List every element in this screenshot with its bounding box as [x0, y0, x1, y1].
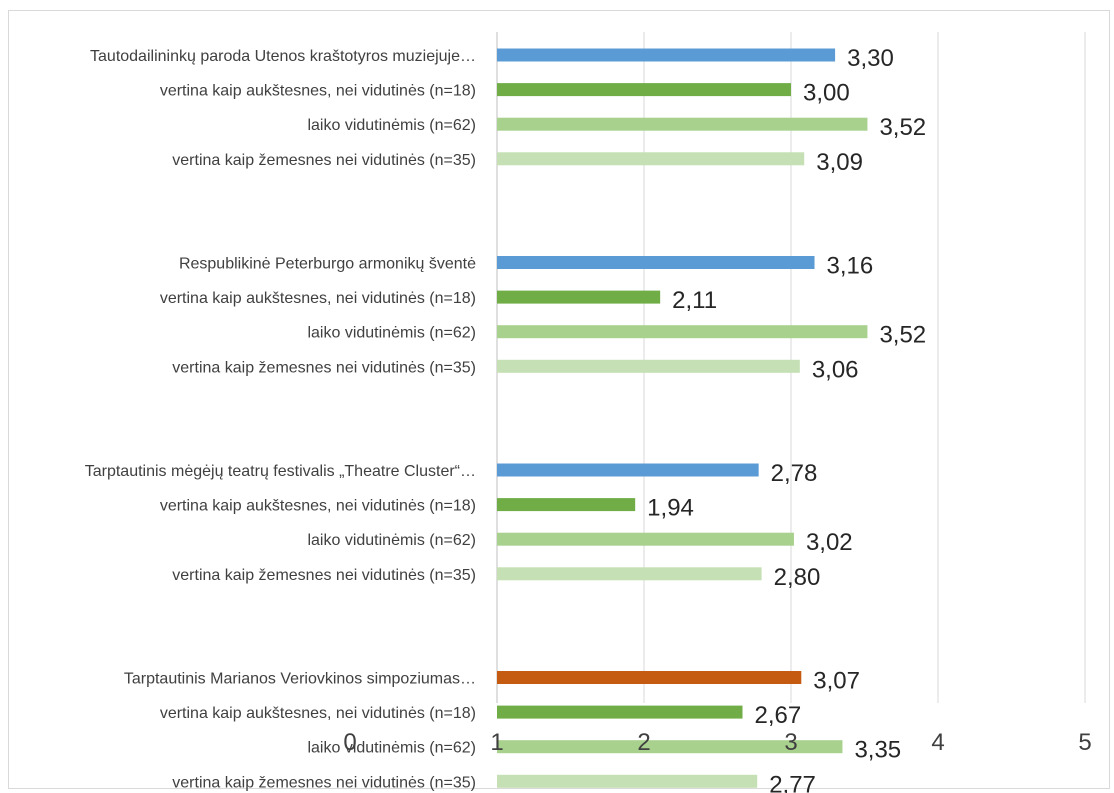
category-label: vertina kaip žemesnes nei vidutinės (n=3… — [172, 152, 476, 169]
bar-lower — [497, 359, 800, 373]
category-label: Tautodailininkų paroda Utenos kraštotyro… — [90, 48, 476, 65]
data-label: 3,06 — [812, 356, 859, 383]
chart-frame — [8, 10, 1110, 789]
x-tick-label: 3 — [784, 729, 797, 756]
category-label: Tarptautinis mėgėjų teatrų festivalis „T… — [85, 463, 476, 480]
bar-average — [497, 532, 794, 546]
data-label: 3,16 — [827, 253, 874, 280]
category-label: vertina kaip žemesnes nei vidutinės (n=3… — [172, 774, 476, 791]
bar-average — [497, 117, 868, 131]
x-tick-label: 2 — [637, 729, 650, 756]
data-label: 3,52 — [879, 114, 926, 141]
category-label: laiko vidutinėmis (n=62) — [307, 740, 476, 757]
bar-lower — [497, 774, 758, 788]
data-label: 2,77 — [769, 771, 816, 793]
category-labels: Tautodailininkų paroda Utenos kraštotyro… — [85, 48, 476, 791]
data-label: 2,80 — [774, 564, 821, 591]
data-label: 3,35 — [854, 737, 901, 764]
bar-total — [497, 256, 815, 269]
category-label: Tarptautinis Marianos Veriovkinos simpoz… — [124, 671, 476, 688]
data-label: 3,02 — [806, 529, 853, 556]
category-label: laiko vidutinėmis (n=62) — [307, 325, 476, 342]
data-label: 3,30 — [847, 45, 894, 72]
category-label: vertina kaip aukštesnes, nei vidutinės (… — [160, 290, 476, 307]
data-label: 2,11 — [672, 287, 717, 314]
category-label: vertina kaip žemesnes nei vidutinės (n=3… — [172, 567, 476, 584]
data-label: 3,07 — [813, 668, 860, 695]
category-label: vertina kaip žemesnes nei vidutinės (n=3… — [172, 359, 476, 376]
bar-total_highlight — [497, 671, 802, 684]
bars — [497, 48, 868, 788]
category-label: laiko vidutinėmis (n=62) — [307, 532, 476, 549]
bar-average — [497, 325, 868, 339]
bar-lower — [497, 152, 805, 166]
bar-higher — [497, 290, 661, 304]
x-tick-label: 0 — [343, 729, 356, 756]
data-label: 3,52 — [879, 322, 926, 349]
x-axis-ticks: 0 1 2 3 4 5 — [343, 729, 1091, 756]
data-label: 2,67 — [754, 702, 801, 729]
bar-total — [497, 48, 836, 62]
data-label: 2,78 — [771, 460, 818, 487]
x-tick-label: 1 — [490, 729, 503, 756]
category-label: vertina kaip aukštesnes, nei vidutinės (… — [160, 705, 476, 722]
category-label: laiko vidutinėmis (n=62) — [307, 117, 476, 134]
x-tick-label: 5 — [1078, 729, 1091, 756]
bar-higher — [497, 498, 636, 512]
value-labels: 3,30 3,00 3,52 3,09 3,16 2,11 3,52 3,06 2,78 1,94… — [647, 45, 926, 793]
bar-higher — [497, 83, 791, 97]
data-label: 3,00 — [803, 80, 850, 107]
category-label: Respublikinė Peterburgo armonikų šventė — [179, 256, 476, 273]
category-label: vertina kaip aukštesnes, nei vidutinės (… — [160, 83, 476, 100]
bar-lower — [497, 567, 762, 581]
x-tick-label: 4 — [931, 729, 944, 756]
bar-total — [497, 463, 759, 477]
data-label: 3,09 — [816, 149, 863, 176]
bar-average — [497, 740, 843, 754]
bar-higher — [497, 705, 743, 719]
data-label: 1,94 — [647, 495, 694, 522]
category-label: vertina kaip aukštesnes, nei vidutinės (… — [160, 498, 476, 515]
